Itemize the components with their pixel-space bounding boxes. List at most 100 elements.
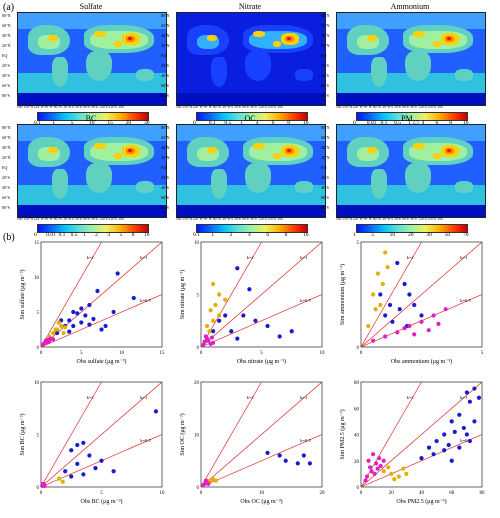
data-point — [51, 330, 56, 336]
data-point — [214, 478, 219, 483]
reference-line — [361, 242, 422, 347]
latitude-tick: 80°N — [2, 125, 11, 130]
latitude-tick: 40°N — [321, 145, 330, 150]
latitude-tick: 60°S — [321, 195, 329, 200]
colorbar-tick: 8 — [284, 232, 288, 238]
latitude-tick: 20°N — [2, 43, 11, 48]
colorbar — [37, 112, 149, 121]
data-point — [390, 319, 395, 324]
concentration-map — [17, 12, 167, 106]
data-point — [213, 302, 218, 308]
colorbar-tick: 8 — [287, 120, 291, 126]
data-point — [81, 440, 86, 445]
colorbar-tick: 4 — [255, 120, 259, 126]
x-axis-label: Obs ammonium (μg m⁻³) — [391, 358, 452, 365]
data-point — [206, 481, 211, 486]
data-point — [372, 471, 377, 476]
data-point — [87, 302, 92, 308]
data-point — [265, 323, 270, 329]
y-tick-label: 40 — [354, 434, 360, 439]
data-point — [402, 326, 407, 331]
latitude-tick: 60°N — [161, 23, 170, 28]
latitude-tick: 20°S — [161, 63, 169, 68]
data-point — [434, 438, 439, 444]
latitude-tick: 40°N — [321, 33, 330, 38]
data-point — [40, 342, 45, 347]
data-point — [371, 338, 376, 343]
data-point — [247, 287, 252, 292]
latitude-tick: 20°S — [321, 175, 329, 180]
latitude-tick: 80°S — [161, 205, 169, 210]
data-point — [67, 329, 72, 334]
y-tick-label: 5 — [197, 294, 200, 299]
data-point — [367, 465, 373, 470]
reference-line — [201, 242, 262, 347]
longitude-ticks: 180 150°W120°W 90°W 60°W 30°W 0 30°E 60°… — [336, 217, 443, 221]
reference-line — [361, 382, 482, 487]
x-axis-label: Obs PM2.5 (μg m⁻³) — [396, 498, 446, 505]
x-axis-label: Obs BC (μg m⁻³) — [80, 498, 122, 505]
data-point — [366, 458, 371, 463]
data-point — [443, 307, 448, 312]
data-point — [99, 327, 104, 332]
data-point — [387, 302, 393, 308]
colorbar-tick: 10 — [303, 120, 309, 126]
y-axis-label: Sim BC (μg m⁻³) — [19, 413, 26, 455]
data-point — [392, 477, 397, 482]
data-point — [467, 399, 472, 404]
reference-line-label: k=1 — [460, 395, 467, 400]
latitude-tick: 80°S — [2, 93, 10, 98]
reference-line — [201, 382, 322, 487]
data-point — [375, 271, 381, 276]
y-axis-label: Sim nitrate (μg m⁻³) — [179, 270, 186, 319]
colorbar-tick: 4 — [248, 232, 251, 238]
colorbar-tick: 5 — [70, 120, 74, 126]
data-point — [79, 306, 84, 311]
data-point — [53, 327, 58, 332]
longitude-ticks: 180 150°W120°W 90°W 60°W 30°W 0 30°E 60°… — [17, 217, 124, 221]
colorbar-tick: 15 — [107, 120, 113, 126]
data-point — [46, 340, 51, 345]
data-point — [383, 250, 388, 255]
latitude-tick: 80°N — [2, 13, 11, 18]
colorbar-tick: 1 — [52, 120, 56, 126]
latitude-tick: 40°S — [161, 73, 169, 78]
data-point — [229, 329, 234, 334]
data-point — [371, 292, 376, 297]
colorbar-tick: 20 — [408, 232, 414, 238]
data-point — [265, 450, 270, 455]
x-tick-label: 0 — [40, 351, 43, 356]
data-point — [41, 482, 47, 487]
reference-line — [201, 382, 262, 487]
reference-line-label: k=0.5 — [140, 298, 151, 303]
reference-lines: k=2 k=1 k=0.5 — [201, 382, 322, 487]
data-point — [87, 453, 92, 458]
latitude-tick: 40°N — [161, 33, 170, 38]
data-point — [449, 458, 454, 463]
y-axis-label: Sim PM2.5 (μg m⁻³) — [339, 409, 346, 459]
colorbar-tick: 0.1 — [34, 120, 41, 126]
y-tick-label: 10 — [194, 434, 200, 439]
reference-line — [41, 294, 162, 347]
latitude-tick: 80°N — [161, 125, 170, 130]
data-point — [472, 419, 477, 424]
reference-line-label: k=1 — [140, 255, 147, 260]
colorbar — [356, 224, 468, 233]
x-tick-label: 0 — [360, 491, 363, 496]
data-point — [71, 323, 76, 329]
x-tick-label: 10 — [259, 491, 265, 496]
data-point — [115, 271, 120, 276]
latitude-tick: 60°S — [2, 83, 10, 88]
data-point — [404, 471, 409, 476]
colorbar-tick: 3 — [107, 232, 111, 238]
reference-line-label: k=1 — [300, 395, 307, 400]
y-tick-label: 5 — [357, 241, 360, 246]
y-tick-label: 20 — [354, 460, 360, 465]
x-tick-label: 20 — [320, 491, 326, 496]
latitude-tick: 60°S — [2, 195, 10, 200]
reference-line — [361, 242, 482, 347]
latitude-tick: EQ — [161, 53, 167, 58]
colorbar-tick: 1 — [240, 120, 243, 126]
reference-line — [41, 382, 162, 487]
map-title: Sulfate — [79, 2, 103, 11]
